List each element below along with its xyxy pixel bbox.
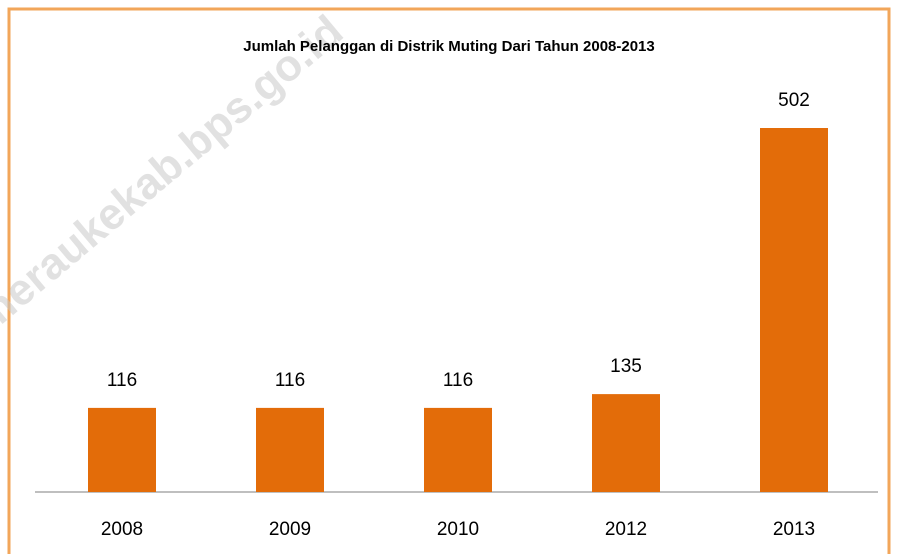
bar xyxy=(424,407,492,492)
chart-title: Jumlah Pelanggan di Distrik Muting Dari … xyxy=(243,38,655,55)
bar xyxy=(256,407,324,492)
x-tick-label: 2009 xyxy=(269,519,311,540)
data-label: 502 xyxy=(778,90,810,111)
bar xyxy=(592,394,660,492)
x-tick-label: 2013 xyxy=(773,519,815,540)
bar xyxy=(760,128,828,492)
data-label: 116 xyxy=(443,370,473,391)
bar xyxy=(88,407,156,492)
data-label: 116 xyxy=(275,370,305,391)
data-label: 116 xyxy=(107,370,137,391)
x-tick-label: 2008 xyxy=(101,519,143,540)
data-label: 135 xyxy=(610,356,642,377)
x-tick-label: 2010 xyxy=(437,519,479,540)
x-tick-label: 2012 xyxy=(605,519,647,540)
